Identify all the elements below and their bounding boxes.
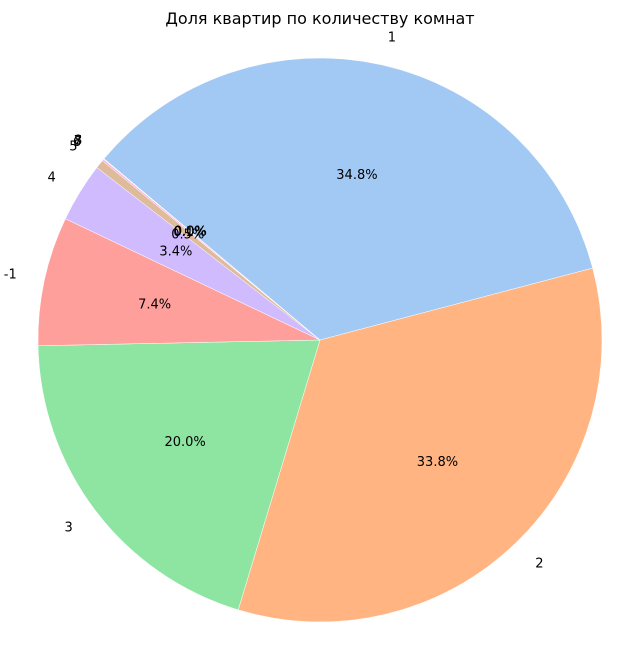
category-label--1: -1 bbox=[4, 268, 17, 283]
percent-label-1: 34.8% bbox=[336, 168, 377, 183]
pie-slices bbox=[37, 57, 603, 623]
category-label-5: 5 bbox=[69, 139, 77, 154]
percent-label-3: 20.0% bbox=[164, 435, 205, 450]
category-label-7: 7 bbox=[74, 134, 82, 149]
percent-label--1: 7.4% bbox=[138, 297, 171, 312]
percent-label-4: 3.4% bbox=[159, 244, 192, 259]
category-label-2: 2 bbox=[535, 556, 543, 571]
pie-slice-8 bbox=[103, 158, 321, 341]
pie-slice-1 bbox=[103, 57, 593, 341]
pie-slice--1 bbox=[37, 218, 321, 347]
percent-label-7: 0.0% bbox=[174, 224, 207, 239]
category-label-1: 1 bbox=[388, 30, 396, 45]
category-label-8: 8 bbox=[74, 134, 82, 149]
category-label-6: 6 bbox=[73, 135, 81, 150]
category-label-3: 3 bbox=[64, 520, 72, 535]
percent-label-2: 33.8% bbox=[417, 455, 458, 470]
chart-title: Доля квартир по количеству комнат bbox=[165, 9, 474, 28]
pie-labels: 1 34.8% 2 33.8% 3 20.0% -1 7.4% 4 3.4% 5 0.5% 6 0.1% 7… bbox=[4, 30, 544, 571]
pie-slice-2 bbox=[237, 267, 603, 623]
pie-slice-3 bbox=[37, 339, 321, 611]
category-label-4: 4 bbox=[47, 171, 55, 186]
percent-label-8: 0.0% bbox=[174, 224, 207, 239]
percent-label-5: 0.5% bbox=[171, 227, 204, 242]
percent-label-6: 0.1% bbox=[173, 225, 206, 240]
